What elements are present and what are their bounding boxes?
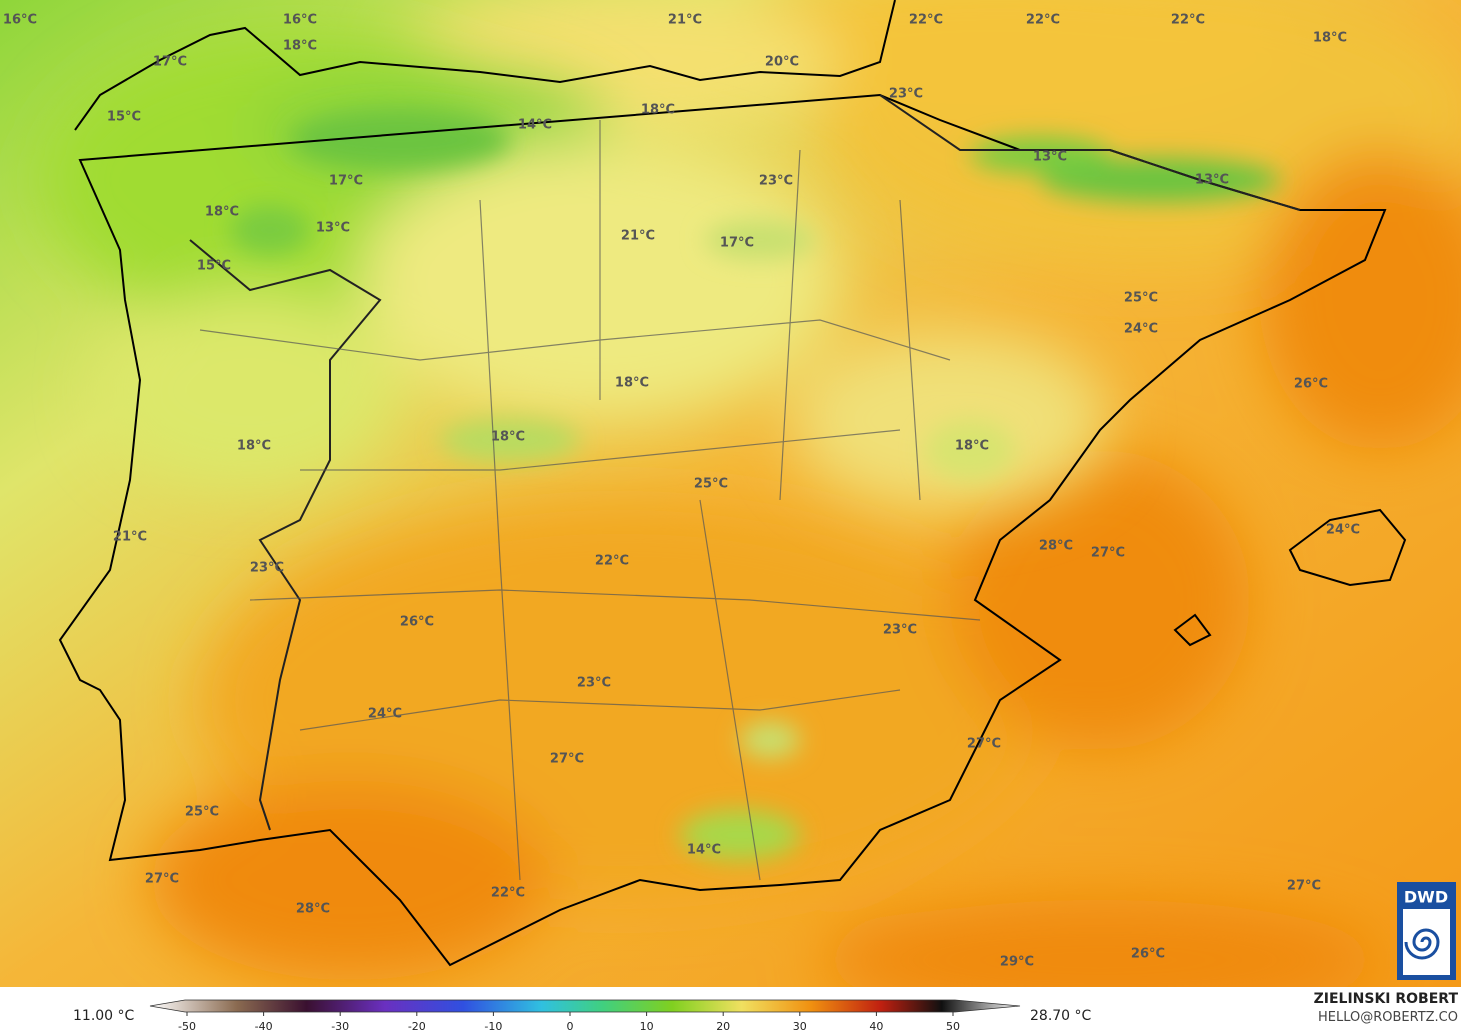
temp-label: 21°C <box>113 530 147 545</box>
logo-text: DWD <box>1404 888 1448 907</box>
colorbar-tick-label: -10 <box>484 1020 502 1033</box>
temp-label: 25°C <box>185 805 219 820</box>
colorbar-min: 11.00 °C <box>73 1008 135 1024</box>
temp-label: 14°C <box>518 118 552 133</box>
temp-label: 21°C <box>668 13 702 28</box>
temp-label: 17°C <box>329 174 363 189</box>
temp-label: 24°C <box>368 707 402 722</box>
temp-label: 16°C <box>3 13 37 28</box>
temp-label: 20°C <box>765 55 799 70</box>
colorbar-tick-label: 0 <box>567 1020 574 1033</box>
temp-label: 17°C <box>720 236 754 251</box>
colorbar-tick-label: -30 <box>331 1020 349 1033</box>
temp-label: 28°C <box>1039 539 1073 554</box>
temp-label: 22°C <box>595 554 629 569</box>
temp-label: 15°C <box>197 259 231 274</box>
temp-label: 22°C <box>1026 13 1060 28</box>
colorbar-tick-label: 20 <box>716 1020 730 1033</box>
temp-label: 21°C <box>621 229 655 244</box>
temp-label: 18°C <box>237 439 271 454</box>
temp-label: 13°C <box>1033 150 1067 165</box>
temp-label: 14°C <box>687 843 721 858</box>
temp-label: 18°C <box>641 103 675 118</box>
colorbar-tick-label: 30 <box>793 1020 807 1033</box>
colorbar-tick-label: -40 <box>255 1020 273 1033</box>
colorbar-tick-label: 50 <box>946 1020 960 1033</box>
temp-label: 18°C <box>491 430 525 445</box>
temp-label: 26°C <box>1294 377 1328 392</box>
temperature-labels: 16°C 16°C 18°C 21°C 22°C 22°C 22°C 18°C 17°C 20°C… <box>3 13 1360 970</box>
temp-label: 24°C <box>1326 523 1360 538</box>
temp-label: 23°C <box>883 623 917 638</box>
temp-label: 27°C <box>145 872 179 887</box>
temp-label: 23°C <box>759 174 793 189</box>
temp-label: 27°C <box>550 752 584 767</box>
region-borders <box>199 120 981 881</box>
temp-label: 23°C <box>577 676 611 691</box>
credit-contact: HELLO@ROBERTZ.CO <box>1318 1010 1458 1025</box>
temp-label: 25°C <box>1124 291 1158 306</box>
colorbar-tick-label: 40 <box>869 1020 883 1033</box>
colorbar-max: 28.70 °C <box>1030 1008 1092 1024</box>
temp-label: 27°C <box>967 737 1001 752</box>
temp-label: 22°C <box>491 886 525 901</box>
temp-label: 24°C <box>1124 322 1158 337</box>
temp-label: 18°C <box>205 205 239 220</box>
temp-label: 15°C <box>107 110 141 125</box>
colorbar-tick-label: -20 <box>408 1020 426 1033</box>
temp-label: 18°C <box>1313 31 1347 46</box>
temp-label: 25°C <box>694 477 728 492</box>
temp-label: 18°C <box>955 439 989 454</box>
temp-label: 22°C <box>909 13 943 28</box>
temp-label: 27°C <box>1091 546 1125 561</box>
temp-label: 28°C <box>296 902 330 917</box>
temp-label: 13°C <box>1195 173 1229 188</box>
temp-label: 22°C <box>1171 13 1205 28</box>
colorbar: 11.00 °C 28.70 °C -50 -40 -30 -20 -10 0 10 20 30… <box>73 999 1092 1033</box>
temp-label: 13°C <box>316 221 350 236</box>
coastline <box>58 0 1387 967</box>
temp-label: 29°C <box>1000 955 1034 970</box>
credit-author: ZIELINSKI ROBERT <box>1314 991 1459 1007</box>
temp-label: 27°C <box>1287 879 1321 894</box>
borders <box>189 94 1301 831</box>
temp-label: 17°C <box>153 55 187 70</box>
temp-label: 23°C <box>889 87 923 102</box>
colorbar-tick-label: -50 <box>178 1020 196 1033</box>
dwd-logo: DWD <box>1397 882 1456 980</box>
temp-label: 26°C <box>1131 947 1165 962</box>
temp-label: 26°C <box>400 615 434 630</box>
colorbar-tick-label: 10 <box>640 1020 654 1033</box>
temp-label: 18°C <box>283 39 317 54</box>
temp-label: 16°C <box>283 13 317 28</box>
islands <box>1173 508 1407 647</box>
temp-label: 18°C <box>615 376 649 391</box>
temp-label: 23°C <box>250 561 284 576</box>
colorbar-bar <box>149 999 1021 1013</box>
